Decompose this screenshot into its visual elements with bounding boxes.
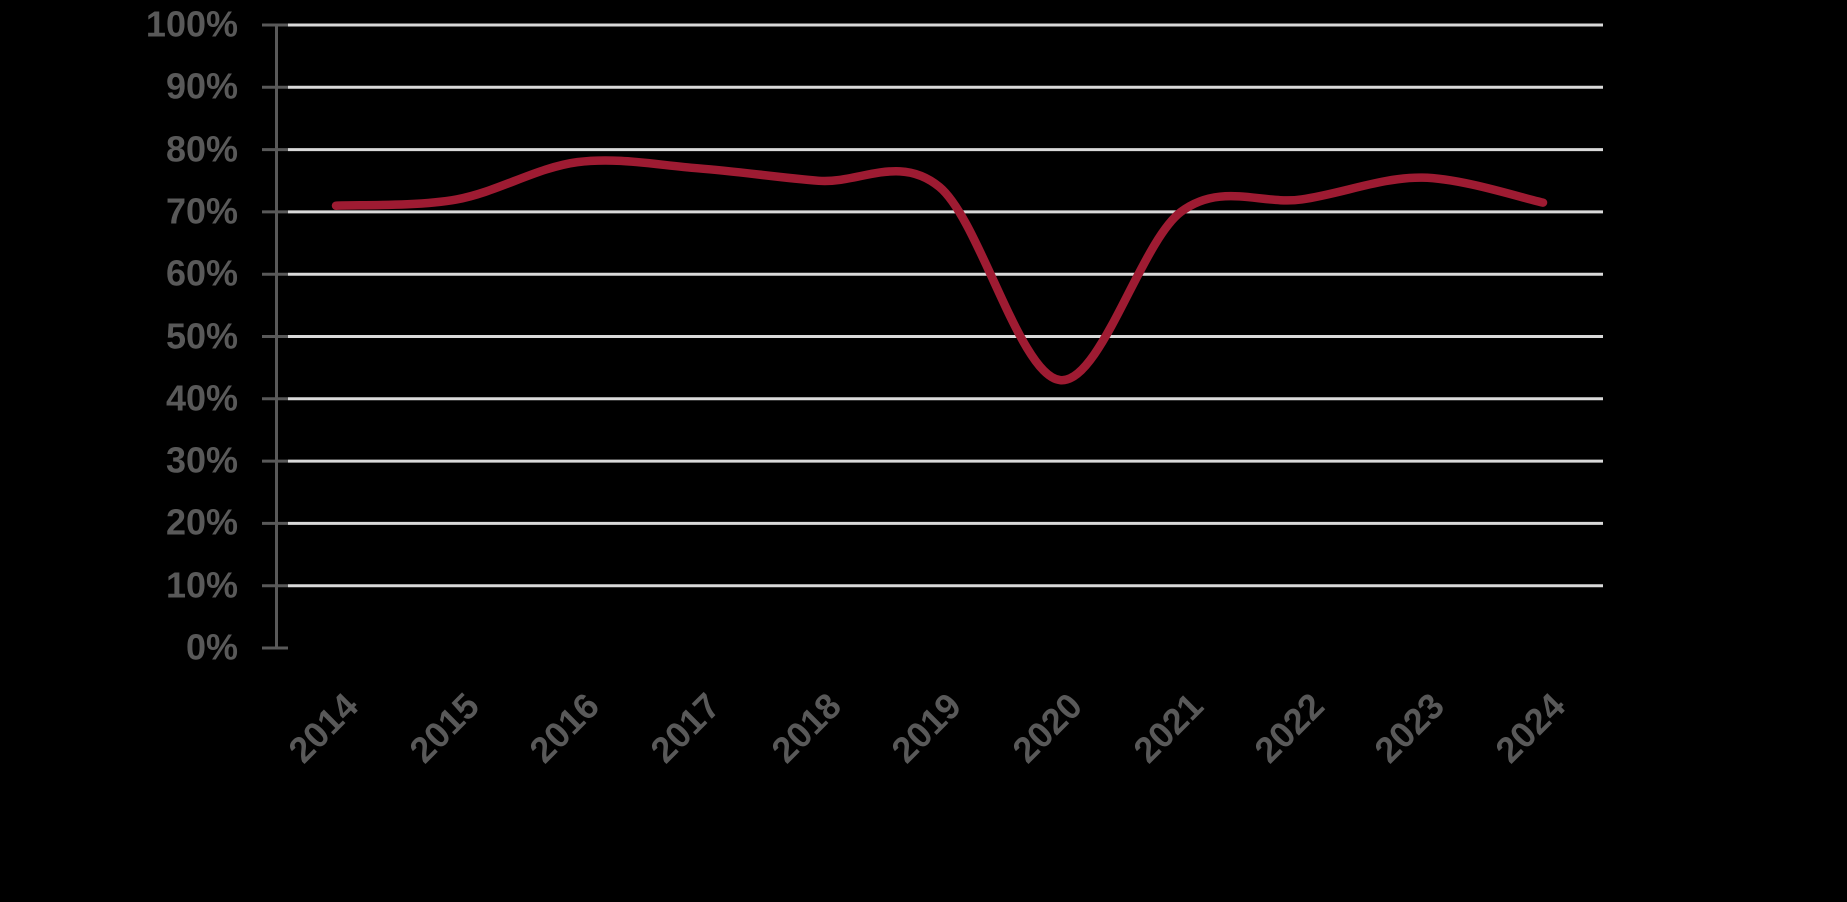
y-tick-label-20: 20% — [165, 501, 238, 543]
y-tick-label-60: 60% — [165, 252, 238, 294]
y-tick-label-100: 100% — [145, 3, 238, 45]
gridlines — [288, 23, 1603, 588]
y-axis — [262, 23, 288, 650]
y-tick-label-70: 70% — [165, 190, 238, 232]
y-tick-label-80: 80% — [165, 127, 238, 169]
y-tick-label-30: 30% — [165, 439, 238, 481]
y-tick-label-50: 50% — [165, 314, 238, 356]
y-tick-label-10: 10% — [165, 563, 238, 605]
series-line — [331, 156, 1548, 385]
y-tick-label-0: 0% — [185, 626, 238, 668]
y-tick-label-90: 90% — [165, 65, 238, 107]
y-tick-label-40: 40% — [165, 377, 238, 419]
